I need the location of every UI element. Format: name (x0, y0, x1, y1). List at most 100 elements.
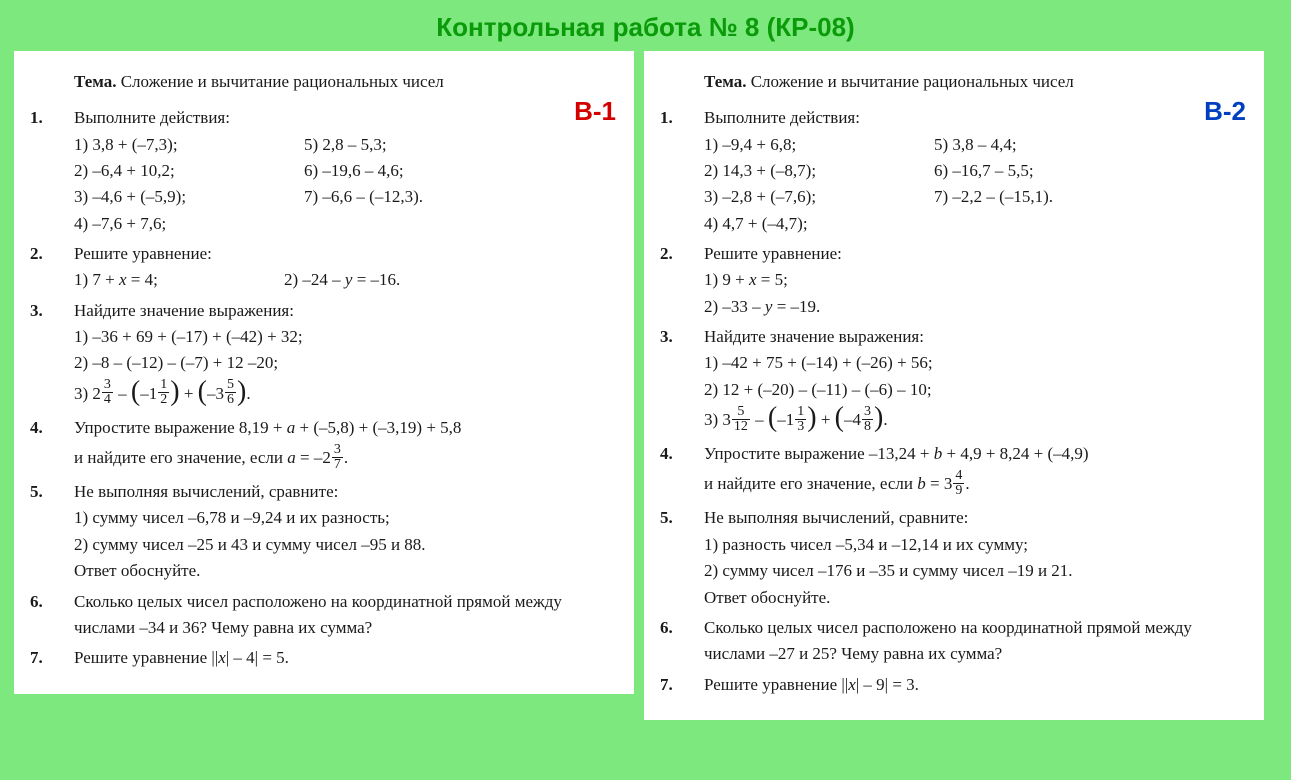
page-title: Контрольная работа № 8 (КР-08) (0, 0, 1291, 51)
subtask-line: 2) 12 + (–20) – (–11) – (–6) – 10; (704, 377, 1246, 403)
fraction: 37 (332, 443, 343, 472)
sub3-label: 3) (74, 384, 92, 403)
abs-prefix: Решите уравнение (74, 648, 211, 667)
task-number: 2. (660, 241, 704, 320)
theme-label: Тема. (74, 72, 116, 91)
subtask-row: 4) 4,7 + (–4,7); (704, 211, 1246, 237)
task-5-v1: 5. Не выполняя вычислений, сравните: 1) … (30, 479, 616, 584)
mixed-b-int: 1 (786, 410, 795, 429)
abs-expr: ||x| – 4| (211, 648, 258, 667)
paren-close: ) (807, 402, 816, 433)
paren-close: ) (237, 376, 246, 407)
task-number: 4. (660, 441, 704, 501)
task-line: и найдите его значение, если a = –237. (74, 441, 616, 475)
subtask-row: 1) 7 + x = 4; 2) –24 – y = –16. (74, 267, 616, 293)
variant-badge-v1: В-1 (574, 91, 616, 131)
task-prompt: Не выполняя вычислений, сравните: (704, 505, 1246, 531)
subtask-cell: 4) –7,6 + 7,6; (74, 211, 304, 237)
subtask-cell: 6) –16,7 – 5,5; (934, 158, 1034, 184)
task-2-v2: 2. Решите уравнение: 1) 9 + x = 5; 2) –3… (660, 241, 1246, 320)
fraction: 512 (732, 405, 750, 434)
panel-v2: Тема. Сложение и вычитание рациональных … (644, 51, 1264, 720)
subtask-row: 3) –2,8 + (–7,6);7) –2,2 – (–15,1). (704, 184, 1246, 210)
task-number: 3. (30, 298, 74, 411)
subtask-line: 1) разность чисел –5,34 и –12,14 и их су… (704, 532, 1246, 558)
task-body: Не выполняя вычислений, сравните: 1) сум… (74, 479, 616, 584)
subtask-line: 2) сумму чисел –25 и 43 и сумму чисел –9… (74, 532, 616, 558)
mixed-a-int: 3 (722, 410, 731, 429)
task-number: 7. (30, 645, 74, 671)
task-5-v2: 5. Не выполняя вычислений, сравните: 1) … (660, 505, 1246, 610)
fraction: 38 (862, 405, 873, 434)
subtask-line: 1) –42 + 75 + (–14) + (–26) + 56; (704, 350, 1246, 376)
trail: . (344, 448, 348, 467)
paren-close: ) (874, 402, 883, 433)
subtask-cell: 6) –19,6 – 4,6; (304, 158, 404, 184)
task-7-v2: 7. Решите уравнение ||x| – 9| = 3. (660, 672, 1246, 698)
task-body: Упростите выражение –13,24 + b + 4,9 + 8… (704, 441, 1246, 501)
subtask-line: Ответ обоснуйте. (704, 585, 1246, 611)
var-name: b (917, 474, 926, 493)
task-prompt: Решите уравнение: (704, 241, 1246, 267)
paren-open: ( (198, 376, 207, 407)
task-3-v1: 3. Найдите значение выражения: 1) –36 + … (30, 298, 616, 411)
task-1-v2: 1. Выполните действия: 1) –9,4 + 6,8;5) … (660, 105, 1246, 237)
var-name: a (287, 448, 296, 467)
subtask-cell: 7) –2,2 – (–15,1). (934, 184, 1053, 210)
task-body: Найдите значение выражения: 1) –42 + 75 … (704, 324, 1246, 437)
task-prompt: Выполните действия: (704, 105, 1246, 131)
task-body: Решите уравнение ||x| – 9| = 3. (704, 672, 1246, 698)
subtask-line: 2) –33 – y = –19. (704, 294, 1246, 320)
variant-badge-v2: В-2 (1204, 91, 1246, 131)
fraction: 12 (158, 378, 169, 407)
abs-prefix: Решите уравнение (704, 675, 841, 694)
fraction: 56 (225, 378, 236, 407)
subtask-line: 2) –8 – (–12) – (–7) + 12 –20; (74, 350, 616, 376)
task-body: Решите уравнение: 1) 9 + x = 5; 2) –33 –… (704, 241, 1246, 320)
subtask-cell: 2) –6,4 + 10,2; (74, 158, 304, 184)
task-number: 5. (660, 505, 704, 610)
subtask-cell: 2) 14,3 + (–8,7); (704, 158, 934, 184)
abs-rhs: = 3. (888, 675, 919, 694)
task-body: Сколько целых чисел расположено на коорд… (74, 589, 616, 642)
task-number: 5. (30, 479, 74, 584)
sub3-label: 3) (704, 410, 722, 429)
subtask-cell: 3) –2,8 + (–7,6); (704, 184, 934, 210)
task-2-v1: 2. Решите уравнение: 1) 7 + x = 4; 2) –2… (30, 241, 616, 294)
subtask-cell: 7) –6,6 – (–12,3). (304, 184, 423, 210)
subtask-row: 1) 3,8 + (–7,3);5) 2,8 – 5,3; (74, 132, 616, 158)
task-line: и найдите его значение, если b = 349. (704, 467, 1246, 501)
paren-open: ( (768, 402, 777, 433)
panels-container: Тема. Сложение и вычитание рациональных … (0, 51, 1291, 720)
task-body: Сколько целых чисел расположено на коорд… (704, 615, 1246, 668)
task-body: Упростите выражение 8,19 + a + (–5,8) + … (74, 415, 616, 475)
paren-open: ( (835, 402, 844, 433)
paren-close: ) (170, 376, 179, 407)
find-prefix: и найдите его значение, если (704, 474, 917, 493)
task-prompt: Найдите значение выражения: (704, 324, 1246, 350)
theme-line-v2: Тема. Сложение и вычитание рациональных … (660, 69, 1246, 95)
task-number: 3. (660, 324, 704, 437)
task-7-v1: 7. Решите уравнение ||x| – 4| = 5. (30, 645, 616, 671)
mixed-c-int: 4 (853, 410, 862, 429)
theme-text: Сложение и вычитание рациональных чисел (121, 72, 444, 91)
mixed-c-int: 3 (216, 384, 225, 403)
theme-line-v1: Тема. Сложение и вычитание рациональных … (30, 69, 616, 95)
task-line: Упростите выражение –13,24 + b + 4,9 + 8… (704, 441, 1246, 467)
panel-v1: Тема. Сложение и вычитание рациональных … (14, 51, 634, 694)
val-int: 3 (944, 474, 953, 493)
trail: . (965, 474, 969, 493)
task-body: Решите уравнение ||x| – 4| = 5. (74, 645, 616, 671)
subtask-cell: 5) 3,8 – 4,4; (934, 132, 1017, 158)
subtask-line-mixed: 3) 3512 – (–113) + (–438). (704, 403, 1246, 437)
task-prompt: Найдите значение выражения: (74, 298, 616, 324)
task-3-v2: 3. Найдите значение выражения: 1) –42 + … (660, 324, 1246, 437)
task-prompt: Не выполняя вычислений, сравните: (74, 479, 616, 505)
task-prompt: Выполните действия: (74, 105, 616, 131)
subtask-row: 2) 14,3 + (–8,7);6) –16,7 – 5,5; (704, 158, 1246, 184)
subtask-cell: 1) –9,4 + 6,8; (704, 132, 934, 158)
task-6-v1: 6. Сколько целых чисел расположено на ко… (30, 589, 616, 642)
fraction: 34 (102, 378, 113, 407)
abs-rhs: = 5. (258, 648, 289, 667)
task-number: 7. (660, 672, 704, 698)
